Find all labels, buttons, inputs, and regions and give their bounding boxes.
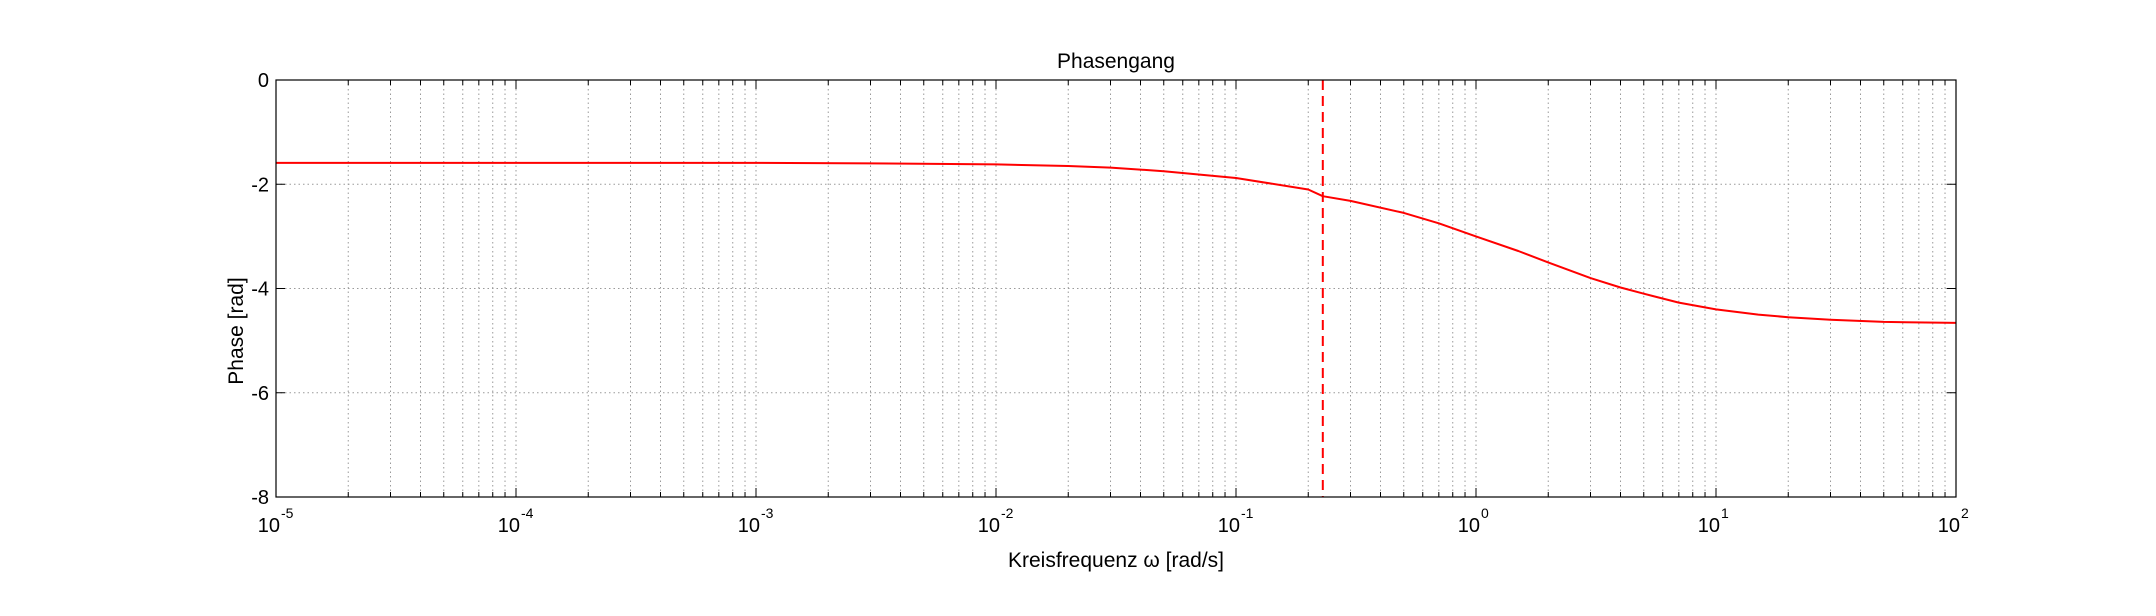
x-tick-label-exponent: -2 [1001, 505, 1014, 521]
x-tick-label: 101 [1698, 505, 1729, 537]
x-axis-label: Kreisfrequenz ω [rad/s] [1008, 549, 1224, 572]
grid-lines [276, 80, 1956, 497]
x-tick-label-exponent: 1 [1721, 505, 1729, 521]
x-tick-label: 10-4 [498, 505, 534, 537]
x-tick-label-exponent: -4 [521, 505, 534, 521]
x-tick-label-exponent: -5 [281, 505, 294, 521]
x-tick-label-base: 10 [258, 515, 280, 537]
x-tick-label: 100 [1458, 505, 1489, 537]
y-tick-label: -8 [251, 487, 269, 509]
x-tick-label-base: 10 [1218, 515, 1240, 537]
y-tick-label: 0 [258, 70, 269, 92]
data-series [276, 80, 1957, 497]
x-tick-label: 10-5 [258, 505, 294, 537]
chart-title: Phasengang [1057, 50, 1175, 73]
x-tick-label-base: 10 [978, 515, 1000, 537]
x-tick-label-base: 10 [1698, 515, 1720, 537]
x-tick-label: 10-1 [1218, 505, 1254, 537]
y-axis-label: Phase [rad] [225, 277, 248, 384]
x-tick-label: 102 [1938, 505, 1969, 537]
x-tick-label-exponent: 0 [1481, 505, 1489, 521]
x-tick-label-base: 10 [498, 515, 520, 537]
phase-curve [276, 161, 1957, 324]
x-tick-label-base: 10 [738, 515, 760, 537]
x-tick-label-base: 10 [1938, 515, 1960, 537]
x-tick-label-base: 10 [1458, 515, 1480, 537]
axes-frame [275, 79, 1957, 498]
y-tick-label: -6 [251, 383, 269, 405]
x-tick-label-exponent: -1 [1241, 505, 1254, 521]
axes-border [275, 79, 1957, 498]
x-tick-label-exponent: -3 [761, 505, 774, 521]
x-tick-label-exponent: 2 [1961, 505, 1969, 521]
y-tick-label: -2 [251, 174, 269, 196]
x-tick-label: 10-3 [738, 505, 774, 537]
x-tick-label: 10-2 [978, 505, 1014, 537]
y-tick-label: -4 [251, 279, 269, 301]
